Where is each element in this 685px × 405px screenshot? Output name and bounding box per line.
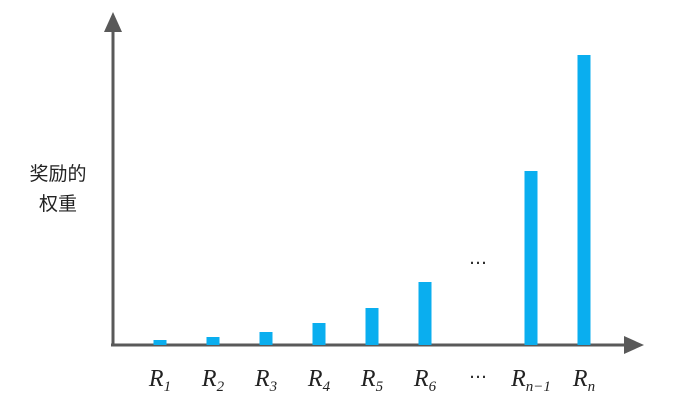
bar [312, 323, 326, 345]
bar [153, 340, 167, 345]
annotation: … [469, 248, 487, 269]
x-tick-label: Rn−1 [510, 366, 551, 395]
y-axis-arrow [104, 12, 122, 32]
x-tick-label: R2 [201, 366, 225, 395]
x-tick-label: R6 [413, 366, 437, 395]
y-label: 权重 [39, 193, 77, 215]
x-tick-label: R5 [360, 366, 384, 395]
bar [577, 55, 591, 345]
x-axis-arrow [624, 336, 644, 354]
bar [365, 308, 379, 345]
y-label: 奖励的 [29, 163, 86, 185]
bar [259, 332, 273, 345]
x-tick-label: … [469, 362, 487, 383]
bar [206, 337, 220, 345]
x-tick-label: R4 [307, 366, 331, 395]
x-tick-label: Rn [572, 366, 595, 395]
x-tick-label: R3 [254, 366, 277, 395]
bar [418, 282, 432, 345]
bar [524, 171, 538, 345]
x-tick-label: R1 [148, 366, 171, 395]
